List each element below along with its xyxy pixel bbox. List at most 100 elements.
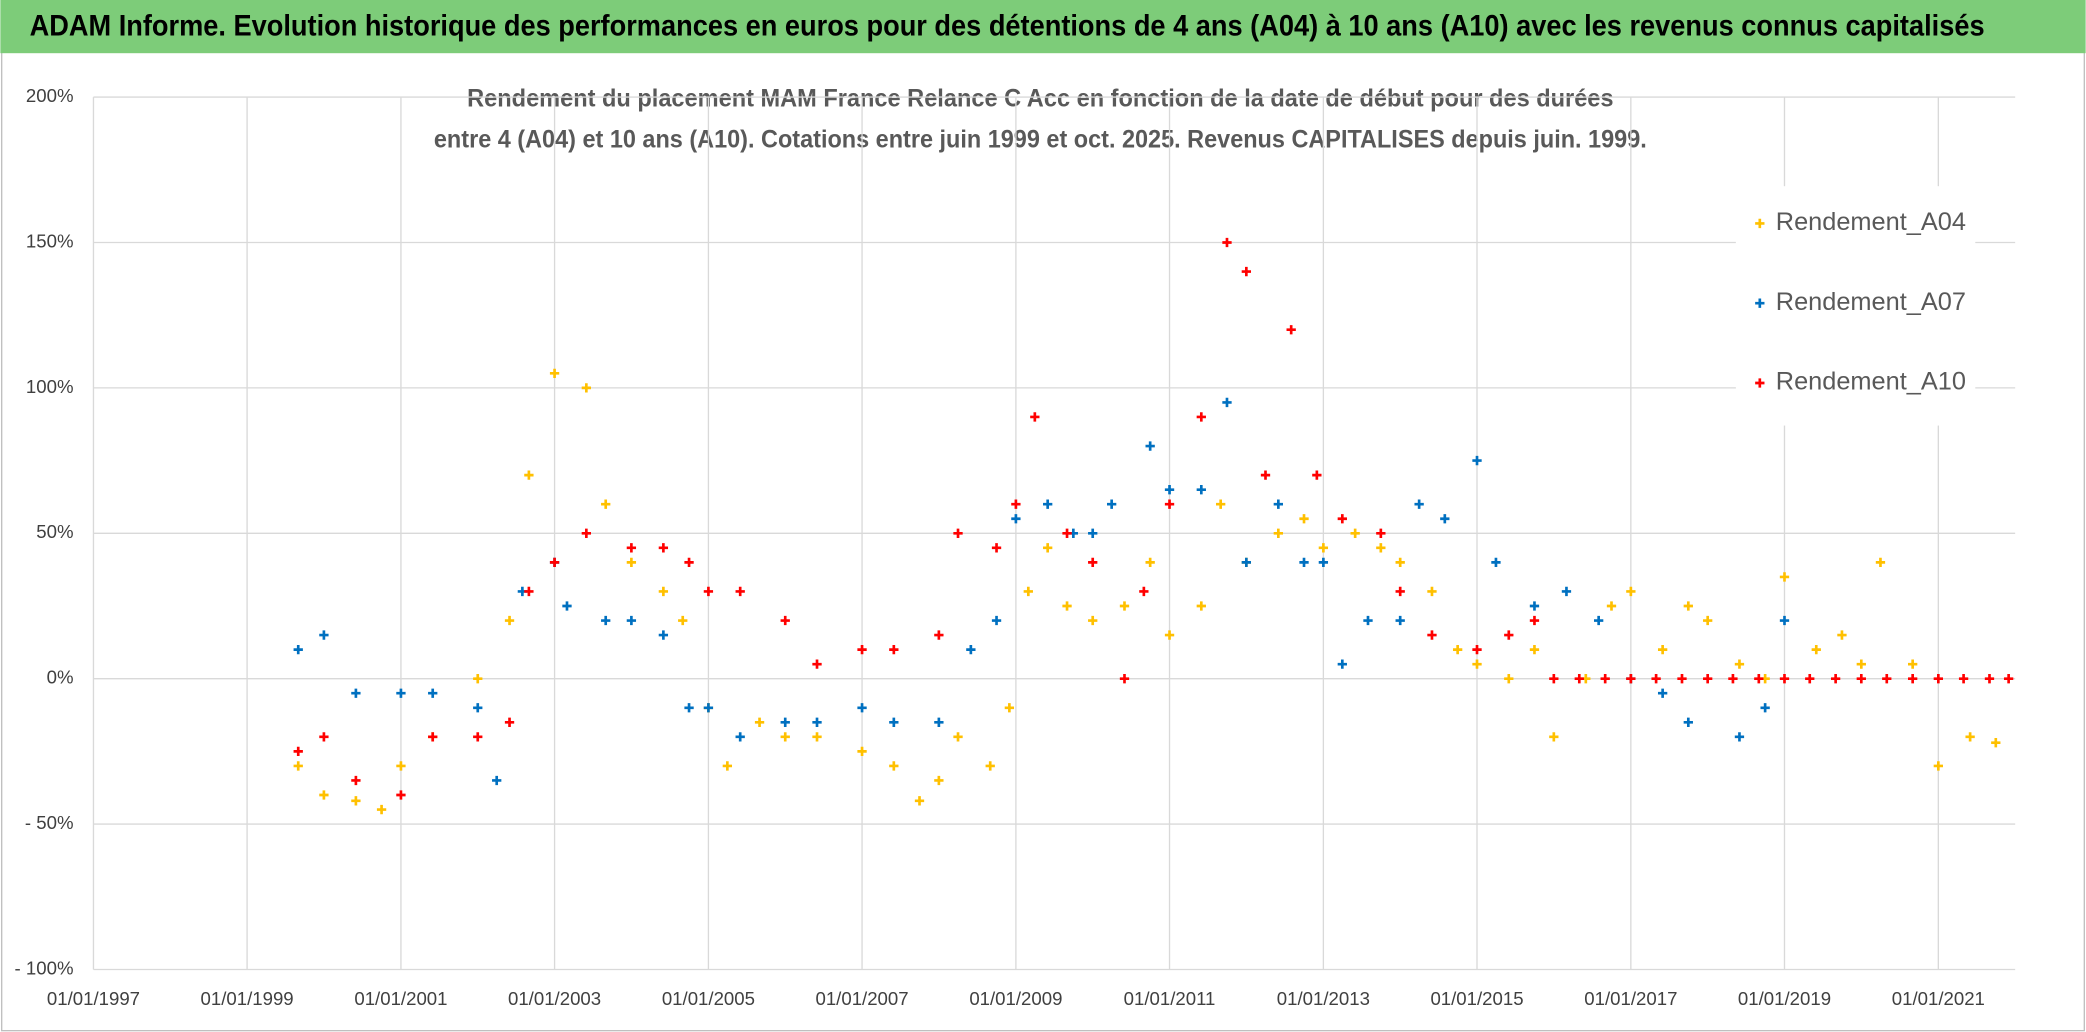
point [889,644,899,655]
point [1529,615,1540,626]
point [966,644,976,655]
point [1760,703,1770,713]
point [857,703,867,713]
point [1395,586,1405,597]
point [601,499,611,509]
point [504,615,515,626]
point [1241,557,1252,568]
point [1779,674,1790,684]
point [1119,674,1130,684]
point [658,630,669,640]
point [1004,703,1015,713]
point [1811,644,1821,655]
point [473,703,483,713]
point [1657,688,1668,698]
point [735,586,745,597]
point [351,775,361,786]
point [780,615,790,626]
point [1472,644,1482,655]
chart-title: ADAM Informe. Evolution historique des p… [30,11,1985,43]
point [1491,557,1501,568]
point [684,557,694,568]
point [473,674,483,684]
point [889,717,899,727]
point [1318,543,1329,553]
point [1837,630,1847,640]
x-tick-label: 01/01/2007 [815,988,908,1009]
point [1549,674,1559,684]
x-tick-label: 01/01/2019 [1738,988,1831,1009]
point [1350,528,1360,538]
point [1043,543,1053,553]
x-tick-label: 01/01/2005 [662,988,755,1009]
legend-label: Rendement_A04 [1776,208,1966,236]
point [658,543,669,553]
point [1222,237,1232,248]
point [1683,717,1693,727]
point [1427,586,1437,597]
point [1651,674,1661,684]
point [293,746,303,757]
point [1196,485,1206,495]
point [1318,557,1329,568]
point [2003,674,2014,684]
point [953,528,963,538]
x-tick-label: 01/01/2015 [1430,988,1523,1009]
point [857,644,867,655]
point [1933,761,1943,771]
legend: Rendement_A04 Rendement_A07 Rendement_A10 [1735,186,1976,426]
y-tick-label: - 100% [15,957,74,978]
point [812,659,822,669]
point [1273,499,1283,509]
point [1991,738,2001,748]
y-tick-label: 200% [26,85,74,106]
point [991,615,1002,626]
point [991,543,1002,553]
point [1062,601,1072,611]
point [1427,630,1437,640]
point [1196,601,1206,611]
point [1106,499,1117,509]
y-tick-label: - 50% [25,812,74,833]
point [396,688,406,698]
legend-label: Rendement_A10 [1776,368,1966,396]
point [1196,412,1206,422]
point [581,528,592,538]
x-tick-label: 01/01/2013 [1277,988,1370,1009]
point [857,746,867,757]
point [1504,674,1514,684]
point [780,717,790,727]
point [1139,586,1149,597]
legend-label: Rendement_A07 [1776,288,1966,316]
point [1312,470,1322,480]
point [703,703,714,713]
point [319,790,329,800]
point [812,732,822,742]
grid: 200% 150% 100% 50% 0% - 50% - 100% 01/01/1997 01… [15,85,2016,1009]
point [1529,644,1540,655]
point [1260,470,1271,480]
point [934,630,944,640]
point [1088,557,1098,568]
point [351,688,361,698]
y-tick-label: 50% [36,521,73,542]
point [1626,674,1636,684]
point [1626,586,1636,597]
x-tick-label: 01/01/2011 [1124,988,1216,1009]
point [889,761,899,771]
point [492,775,502,786]
point [1734,732,1745,742]
point [1875,557,1886,568]
point [549,368,560,379]
point [1728,674,1738,684]
point [1023,586,1033,597]
point [1376,543,1386,553]
x-tick-label: 01/01/2021 [1892,988,1985,1009]
point [1286,325,1296,335]
point [985,761,995,771]
point [1882,674,1892,684]
chart-subtitle: Rendement du placement MAM France Relanc… [467,84,1613,112]
marks [293,237,2014,815]
